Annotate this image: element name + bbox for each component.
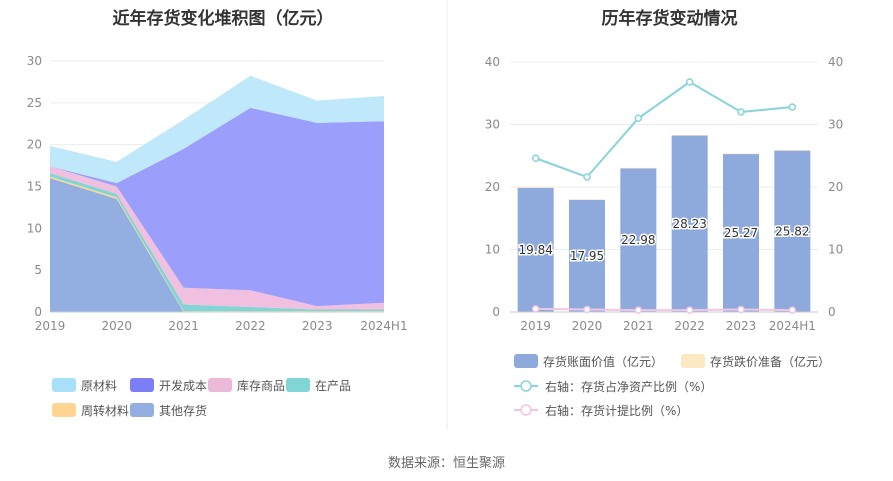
- line-point: [634, 306, 643, 314]
- line-point: [788, 103, 797, 111]
- legend-swatch: [514, 354, 538, 368]
- line-point: [634, 114, 643, 122]
- y-left-tick-label: 40: [485, 55, 500, 69]
- x-tick-label: 2022: [235, 319, 266, 333]
- right-chart-title: 历年存货变动情况: [601, 9, 738, 29]
- line-point: [788, 306, 797, 314]
- bar-value-label: 25.82: [775, 224, 809, 238]
- bar-impairment-reserve: [723, 153, 759, 155]
- legend-label: 其他存货: [159, 403, 207, 418]
- legend-label: 周转材料: [81, 403, 129, 418]
- x-tick-label: 2023: [302, 319, 333, 333]
- bar-book-value: [569, 199, 605, 312]
- y-left-tick-label: 10: [485, 243, 500, 257]
- bar-value-label: 25.27: [724, 226, 758, 240]
- line-point: [583, 173, 591, 181]
- x-tick-label: 2021: [168, 319, 199, 333]
- bar-book-value: [671, 135, 708, 312]
- x-tick-label: 2019: [35, 319, 66, 333]
- line-point: [685, 306, 694, 314]
- y-tick-label: 5: [34, 263, 42, 277]
- legend-marker: [520, 404, 532, 416]
- x-tick-label: 2020: [102, 319, 133, 333]
- line-右轴：存货计提比例（%）: [535, 307, 793, 312]
- legend-swatch: [208, 378, 232, 392]
- y-right-tick-label: 10: [828, 243, 843, 257]
- legend-swatch: [52, 378, 76, 392]
- legend-label: 存货跌价准备（亿元）: [710, 354, 830, 369]
- line-point: [531, 154, 540, 162]
- area-库存商品: [50, 166, 384, 310]
- area-在产品: [50, 173, 384, 312]
- bar-impairment-reserve: [620, 167, 657, 169]
- legend-label: 开发成本: [159, 378, 207, 393]
- line-右轴：存货占净资产比例（%）: [535, 80, 793, 179]
- line-point: [531, 305, 540, 313]
- y-tick-label: 10: [27, 221, 42, 235]
- area-其他存货: [50, 178, 384, 312]
- legend-label: 右轴：存货占净资产比例（%）: [545, 379, 712, 394]
- legend-label: 原材料: [81, 379, 117, 393]
- y-tick-label: 20: [27, 138, 42, 152]
- bar-impairment-reserve: [774, 150, 811, 151]
- line-point: [737, 108, 745, 116]
- left-chart-title: 近年存货变化堆积图（亿元）: [112, 9, 334, 29]
- y-right-tick-label: 30: [828, 118, 843, 132]
- bar-value-label: 19.84: [518, 243, 552, 257]
- bar-impairment-reserve: [517, 187, 554, 188]
- legend-label: 右轴：存货计提比例（%）: [545, 403, 688, 418]
- legend-swatch: [52, 403, 76, 417]
- x-tick-label: 2021: [623, 319, 654, 333]
- legend-marker: [520, 380, 532, 392]
- bar-book-value: [774, 150, 811, 312]
- legend-swatch: [286, 378, 310, 392]
- y-tick-label: 0: [34, 305, 42, 319]
- area-原材料: [50, 75, 384, 184]
- y-right-tick-label: 0: [828, 305, 836, 319]
- x-tick-label: 2022: [674, 319, 705, 333]
- line-point: [737, 305, 745, 314]
- area-开发成本: [50, 107, 384, 307]
- x-tick-label: 2024H1: [769, 319, 816, 333]
- y-right-tick-label: 20: [828, 180, 843, 194]
- bar-impairment-reserve: [569, 199, 605, 200]
- line-point: [583, 305, 591, 314]
- y-tick-label: 30: [27, 54, 42, 68]
- line-point: [685, 78, 694, 86]
- legend-label: 存货账面价值（亿元）: [543, 354, 663, 369]
- y-left-tick-label: 0: [492, 305, 500, 319]
- x-tick-label: 2023: [726, 319, 757, 333]
- legend-label: 库存商品: [237, 378, 285, 393]
- x-tick-label: 2020: [572, 319, 603, 333]
- bar-book-value: [723, 154, 759, 312]
- y-right-tick-label: 40: [828, 55, 843, 69]
- legend-swatch: [681, 354, 705, 368]
- bar-value-label: 22.98: [621, 233, 655, 247]
- x-tick-label: 2019: [520, 319, 551, 333]
- y-tick-label: 15: [27, 180, 42, 194]
- y-left-tick-label: 20: [485, 180, 500, 194]
- legend-swatch: [130, 403, 154, 417]
- legend-label: 在产品: [315, 379, 351, 393]
- bar-value-label: 28.23: [672, 217, 706, 231]
- bar-book-value: [620, 168, 657, 312]
- bar-book-value: [517, 188, 554, 312]
- bar-impairment-reserve: [671, 134, 708, 136]
- y-left-tick-label: 30: [485, 118, 500, 132]
- y-tick-label: 25: [27, 96, 42, 110]
- x-tick-label: 2024H1: [360, 319, 407, 333]
- data-source: 数据来源：恒生聚源: [387, 456, 505, 471]
- bar-value-label: 17.95: [570, 249, 604, 263]
- legend-swatch: [130, 378, 154, 392]
